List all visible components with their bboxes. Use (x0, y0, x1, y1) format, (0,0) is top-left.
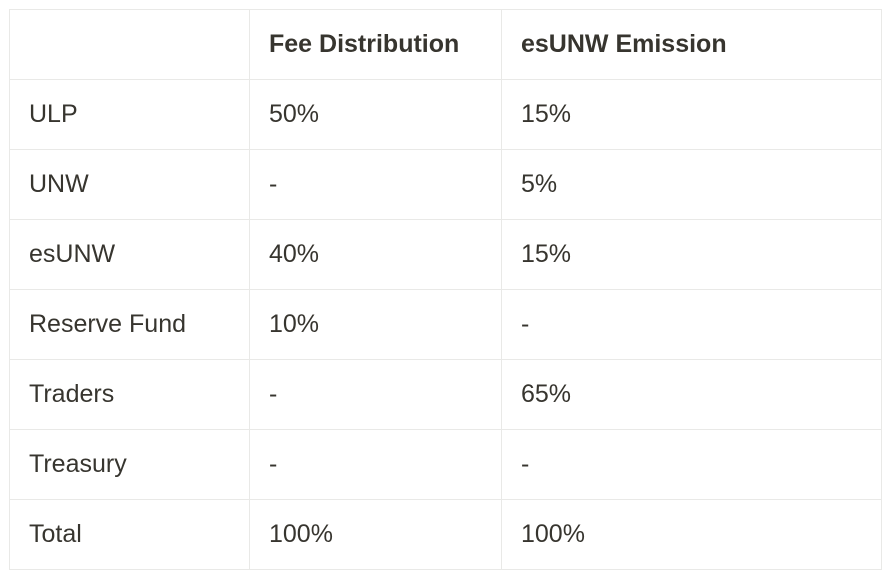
table-header-row: Fee Distribution esUNW Emission (9, 9, 882, 80)
table-row: UNW - 5% (9, 149, 882, 220)
row-label-cell[interactable]: esUNW (9, 219, 250, 290)
row-label-cell[interactable]: Traders (9, 359, 250, 430)
esunw-emission-cell[interactable]: - (501, 289, 882, 360)
fee-distribution-cell[interactable]: 50% (249, 79, 502, 150)
row-label-cell[interactable]: Treasury (9, 429, 250, 500)
distribution-table-container: Fee Distribution esUNW Emission ULP 50% … (9, 9, 882, 570)
table-row: esUNW 40% 15% (9, 219, 882, 290)
header-cell-esunw-emission[interactable]: esUNW Emission (501, 9, 882, 80)
esunw-emission-cell[interactable]: 5% (501, 149, 882, 220)
row-label-cell[interactable]: ULP (9, 79, 250, 150)
fee-distribution-cell[interactable]: 100% (249, 499, 502, 570)
table-row: Total 100% 100% (9, 499, 882, 570)
row-label-cell[interactable]: Total (9, 499, 250, 570)
fee-distribution-cell[interactable]: - (249, 149, 502, 220)
esunw-emission-cell[interactable]: 15% (501, 219, 882, 290)
fee-distribution-cell[interactable]: 10% (249, 289, 502, 360)
header-cell-empty[interactable] (9, 9, 250, 80)
fee-distribution-cell[interactable]: - (249, 359, 502, 430)
distribution-table: Fee Distribution esUNW Emission ULP 50% … (9, 9, 882, 570)
esunw-emission-cell[interactable]: - (501, 429, 882, 500)
table-row: Reserve Fund 10% - (9, 289, 882, 360)
fee-distribution-cell[interactable]: - (249, 429, 502, 500)
table-row: Treasury - - (9, 429, 882, 500)
esunw-emission-cell[interactable]: 65% (501, 359, 882, 430)
esunw-emission-cell[interactable]: 100% (501, 499, 882, 570)
table-row: Traders - 65% (9, 359, 882, 430)
row-label-cell[interactable]: Reserve Fund (9, 289, 250, 360)
fee-distribution-cell[interactable]: 40% (249, 219, 502, 290)
header-cell-fee-distribution[interactable]: Fee Distribution (249, 9, 502, 80)
row-label-cell[interactable]: UNW (9, 149, 250, 220)
esunw-emission-cell[interactable]: 15% (501, 79, 882, 150)
table-row: ULP 50% 15% (9, 79, 882, 150)
